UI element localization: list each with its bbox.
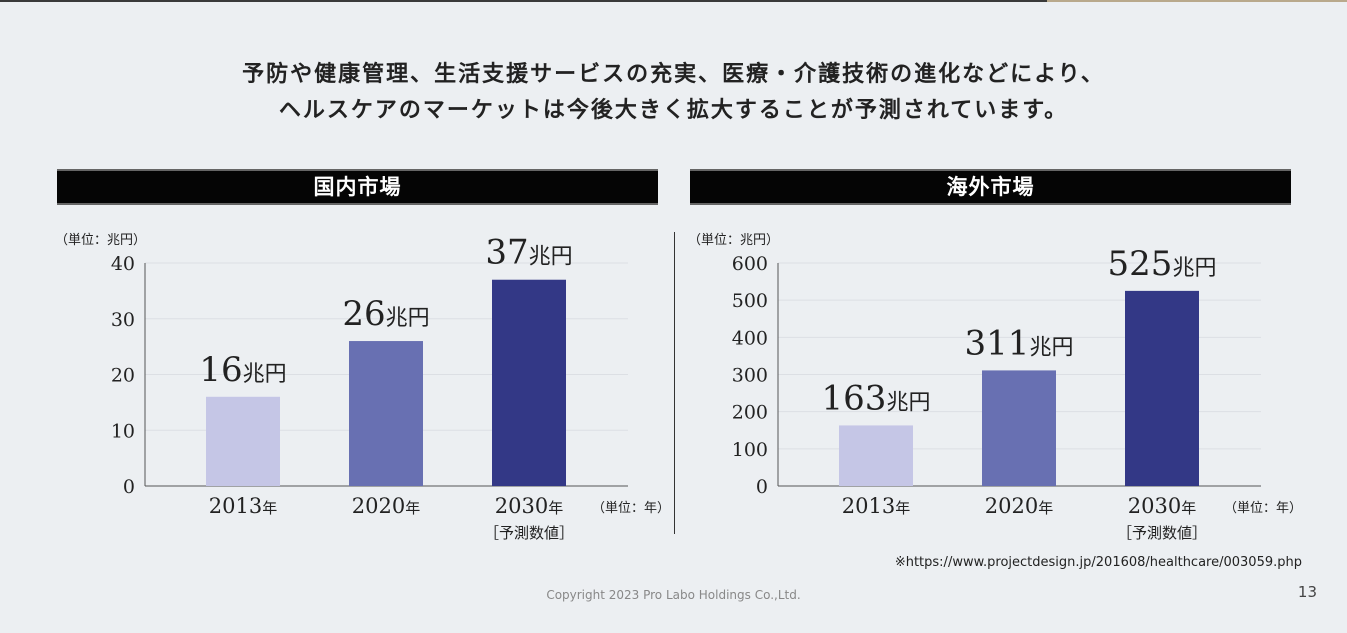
y-tick-label: 40 bbox=[111, 253, 135, 275]
y-tick-label: 200 bbox=[732, 402, 768, 424]
y-tick-label: 10 bbox=[111, 420, 135, 442]
x-tick-label: 2020年 bbox=[985, 494, 1053, 518]
bar bbox=[982, 370, 1056, 486]
data-label: 311兆円 bbox=[965, 323, 1074, 363]
y-tick-label: 300 bbox=[732, 365, 768, 387]
headline-line-1: 予防や健康管理、生活支援サービスの充実、医療・介護技術の進化などにより、 bbox=[242, 61, 1105, 87]
bar bbox=[1125, 290, 1199, 486]
domestic-market-title: 国内市場 bbox=[57, 169, 658, 205]
x-tick-note: ［予測数値］ bbox=[484, 524, 574, 542]
y-tick-label: 400 bbox=[732, 327, 768, 349]
overseas-value-unit: （単位：兆円） bbox=[688, 233, 780, 248]
copyright: Copyright 2023 Pro Labo Holdings Co.,Ltd… bbox=[546, 588, 801, 602]
headline-line-2: ヘルスケアのマーケットは今後大きく拡大することが予測されています。 bbox=[278, 97, 1069, 123]
domestic-value-unit: （単位：兆円） bbox=[55, 233, 147, 248]
y-tick-label: 500 bbox=[732, 290, 768, 312]
source-citation: ※https://www.projectdesign.jp/201608/hea… bbox=[894, 555, 1302, 570]
data-label: 26兆円 bbox=[342, 294, 429, 334]
domestic-year-unit: （単位：年） bbox=[592, 501, 671, 516]
bar bbox=[349, 341, 423, 486]
top-border-accent bbox=[1047, 0, 1347, 2]
x-tick-label: 2030年 bbox=[495, 494, 563, 518]
x-tick-label: 2013年 bbox=[209, 494, 277, 518]
data-label: 525兆円 bbox=[1108, 244, 1217, 284]
domestic-market-chart: 0 10 20 30 40 16兆円 2013年 26兆円 2020年 37兆円 2030年 ［予測数… bbox=[111, 233, 628, 542]
data-label: 37兆円 bbox=[485, 233, 572, 273]
y-tick-label: 30 bbox=[111, 309, 135, 331]
page-number: 13 bbox=[1297, 583, 1317, 601]
y-tick-label: 0 bbox=[123, 476, 135, 498]
y-tick-label: 600 bbox=[732, 253, 768, 275]
x-tick-label: 2013年 bbox=[842, 494, 910, 518]
bar bbox=[839, 425, 913, 486]
x-tick-label: 2030年 bbox=[1128, 494, 1196, 518]
panel-divider bbox=[674, 232, 675, 534]
y-tick-label: 0 bbox=[756, 476, 768, 498]
bar bbox=[492, 279, 566, 486]
data-label: 163兆円 bbox=[822, 378, 931, 418]
x-tick-label: 2020年 bbox=[352, 494, 420, 518]
top-border bbox=[0, 0, 1347, 2]
y-tick-label: 100 bbox=[732, 439, 768, 461]
data-label: 16兆円 bbox=[199, 350, 286, 390]
overseas-market-title: 海外市場 bbox=[690, 169, 1291, 205]
bar bbox=[206, 396, 280, 486]
y-tick-label: 20 bbox=[111, 365, 135, 387]
x-tick-note: ［予測数値］ bbox=[1117, 524, 1207, 542]
overseas-year-unit: （単位：年） bbox=[1224, 501, 1303, 516]
headline: 予防や健康管理、生活支援サービスの充実、医療・介護技術の進化などにより、 ヘルス… bbox=[0, 56, 1347, 128]
overseas-market-chart: 0 100 200 300 400 500 600 163兆円 2013年 311兆円 2020年 5… bbox=[732, 244, 1261, 542]
